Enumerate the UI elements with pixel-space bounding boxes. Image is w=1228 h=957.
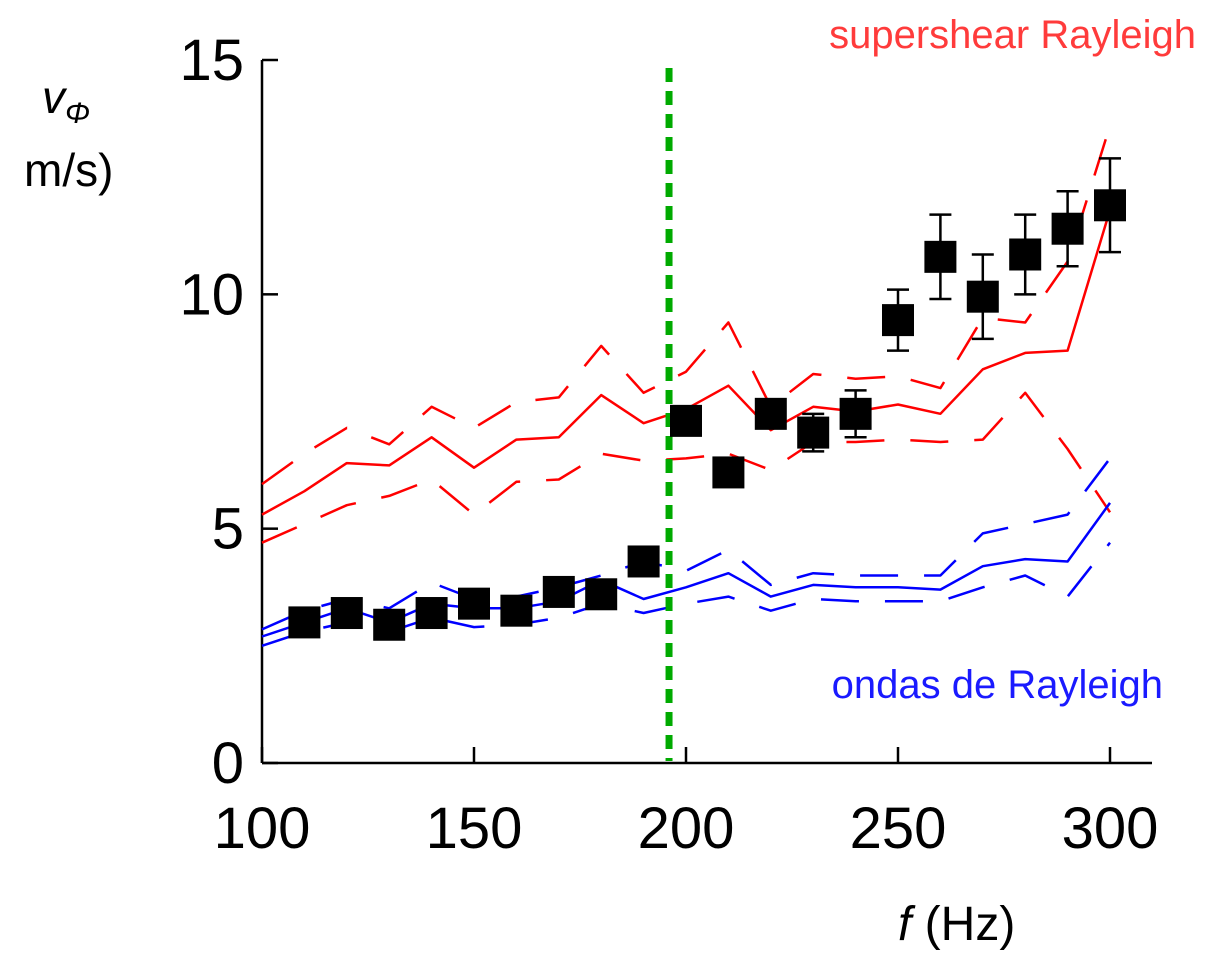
x-tick-label: 100 [214, 796, 311, 861]
data-point-marker [670, 404, 702, 437]
data-point-marker [754, 397, 787, 430]
y-tick-label: 15 [179, 28, 244, 93]
data-point-marker [458, 587, 490, 620]
data-markers [288, 157, 1126, 641]
data-point-marker [373, 608, 406, 641]
data-point-marker [839, 397, 872, 430]
data-point-marker [882, 304, 914, 337]
x-axis-label: f (Hz) [898, 898, 1015, 951]
blue-bound-line-4 [261, 457, 1111, 631]
y-axis-label: vΦ [42, 71, 90, 130]
data-point-marker [924, 240, 957, 273]
x-axis-unit: (Hz) [911, 898, 1015, 951]
data-point-marker [627, 545, 660, 578]
data-point-marker [542, 575, 575, 608]
x-tick-label: 300 [1062, 796, 1159, 861]
red-bound-line-1 [261, 125, 1112, 486]
chart-axes: 100 150 200 250 300 0 5 10 15 [179, 28, 1158, 861]
data-point-marker [966, 280, 999, 313]
data-point-marker [500, 594, 533, 627]
data-point-marker [1009, 238, 1042, 271]
data-point-marker [712, 456, 745, 489]
data-point-marker [1094, 189, 1126, 222]
data-point-marker [797, 416, 830, 449]
chart-series-lines [261, 125, 1112, 647]
data-point-marker [1051, 212, 1084, 245]
data-point-marker [585, 578, 618, 611]
red-bound-line-2 [261, 391, 1112, 544]
data-point-marker [288, 606, 321, 639]
rayleigh-annotation: ondas de Rayleigh [832, 663, 1163, 707]
y-axis-subscript: Φ [65, 97, 90, 130]
x-tick-label: 150 [426, 796, 523, 861]
y-axis-symbol: v [42, 71, 68, 123]
y-tick-label: 10 [179, 262, 244, 327]
supershear-annotation: supershear Rayleigh [829, 13, 1196, 57]
y-tick-label: 5 [212, 497, 244, 562]
x-tick-label: 250 [850, 796, 947, 861]
x-tick-label: 200 [638, 796, 735, 861]
y-axis-unit: m/s) [24, 144, 113, 196]
data-point-marker [330, 597, 363, 630]
y-tick-label: 0 [212, 731, 244, 796]
data-point-marker [415, 597, 448, 630]
